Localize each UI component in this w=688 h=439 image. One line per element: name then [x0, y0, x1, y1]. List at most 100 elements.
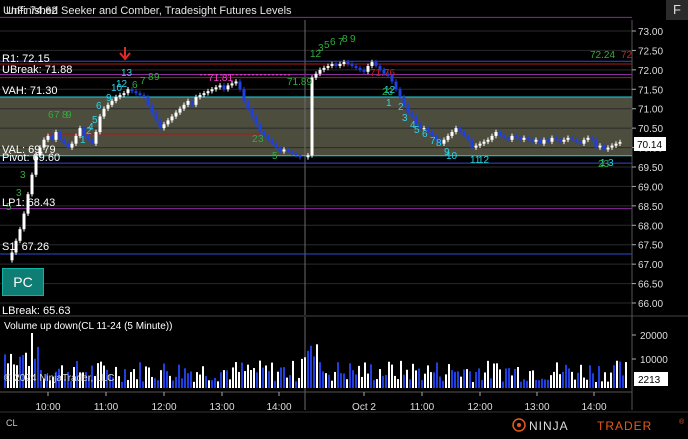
- volume-bar: [46, 374, 48, 388]
- sequence-number-green: 3: [318, 43, 324, 54]
- volume-bar: [70, 380, 72, 388]
- candle-body: [490, 135, 494, 140]
- volume-bar: [454, 371, 456, 388]
- sequence-number-green: 8: [342, 34, 348, 45]
- candle-body: [62, 139, 66, 144]
- candle-body: [378, 65, 382, 70]
- candle-body: [362, 69, 366, 72]
- time-tick-label: 14:00: [266, 402, 291, 413]
- sequence-number-cyan: 7: [430, 136, 436, 147]
- volume-bar: [376, 379, 378, 388]
- volume-bar: [499, 369, 501, 388]
- sequence-number-green: 5: [272, 151, 278, 162]
- volume-bar: [310, 345, 312, 388]
- candle-body: [590, 137, 594, 140]
- candle-body: [306, 155, 310, 158]
- volume-bar: [445, 374, 447, 388]
- volume-bar: [526, 380, 528, 388]
- sequence-number-green: 8: [148, 72, 154, 83]
- volume-bar: [142, 381, 144, 388]
- candle-body: [354, 65, 358, 68]
- volume-bar: [61, 365, 63, 388]
- volume-bar: [280, 367, 282, 388]
- volume-bar: [211, 380, 213, 388]
- corner-f-button[interactable]: F: [666, 0, 688, 20]
- volume-bar: [457, 371, 459, 388]
- sequence-number-green: 23: [598, 159, 610, 170]
- volume-bar: [238, 371, 240, 388]
- candle-body: [262, 132, 266, 136]
- sequence-number-cyan: 3: [402, 113, 408, 124]
- candle-body: [166, 120, 170, 125]
- volume-bar: [436, 362, 438, 388]
- time-tick-label: 11:00: [94, 402, 119, 413]
- ubreak-label: UBreak: 71.88: [2, 64, 72, 76]
- price-tick-label: 66.50: [638, 280, 663, 291]
- mid-level-label-1: 71.89: [287, 77, 312, 88]
- volume-bar: [139, 362, 141, 388]
- candle-body: [126, 89, 130, 94]
- volume-bar: [151, 376, 153, 388]
- candle-body: [98, 116, 102, 133]
- volume-bar: [319, 362, 321, 388]
- candle-body: [326, 65, 330, 68]
- volume-bar: [13, 364, 15, 388]
- volume-bar: [466, 369, 468, 388]
- volume-bar: [370, 364, 372, 388]
- candle-body: [46, 135, 50, 140]
- pc-button[interactable]: PC: [2, 268, 44, 296]
- candle-body: [454, 128, 458, 133]
- volume-bar: [394, 375, 396, 388]
- volume-bar: [463, 369, 465, 388]
- sequence-number-cyan: 9: [106, 93, 112, 104]
- sequence-number-cyan: 2: [86, 126, 92, 137]
- volume-bar: [169, 375, 171, 388]
- candles-layer: [10, 59, 622, 263]
- volume-bar: [616, 360, 618, 388]
- volume-bar: [601, 381, 603, 388]
- volume-bar: [157, 380, 159, 388]
- candle-body: [414, 116, 418, 125]
- sequence-number-green: 9: [350, 34, 356, 45]
- volume-bar: [184, 368, 186, 388]
- volume-bar: [181, 378, 183, 388]
- volume-bar: [202, 366, 204, 388]
- candle-body: [218, 85, 222, 88]
- candle-body: [570, 137, 574, 140]
- price-tick-label: 69.50: [638, 163, 663, 174]
- volume-bar: [67, 372, 69, 388]
- candle-body: [426, 128, 430, 133]
- sequence-number-cyan: 8: [436, 138, 442, 149]
- volume-bar: [388, 361, 390, 388]
- volume-bar: [379, 369, 381, 388]
- volume-bar: [580, 364, 582, 388]
- brand-trader-text: TRADER: [597, 419, 652, 433]
- volume-bar: [130, 371, 132, 388]
- r1-label: R1: 72.15: [2, 53, 50, 65]
- sequence-number-green: 6: [48, 110, 54, 121]
- volume-layer: [4, 333, 627, 388]
- volume-bar: [478, 368, 480, 388]
- volume-bar: [235, 362, 237, 388]
- volume-bar: [199, 374, 201, 388]
- candle-body: [210, 89, 214, 92]
- candle-body: [498, 132, 502, 136]
- volume-bar: [508, 368, 510, 388]
- volume-bar: [4, 354, 6, 388]
- sequence-number-green: 2: [252, 134, 258, 145]
- candle-body: [390, 75, 394, 82]
- sequence-number-green: 7: [140, 76, 146, 87]
- candle-body: [322, 67, 326, 70]
- volume-bar: [7, 363, 9, 388]
- candle-body: [338, 64, 342, 66]
- volume-bar: [79, 372, 81, 388]
- sequence-number-cyan: 13: [121, 68, 133, 79]
- sequence-number-cyan: 10: [446, 151, 458, 162]
- volume-bar: [439, 376, 441, 388]
- candle-body: [582, 139, 586, 144]
- sequence-number-green: 7: [338, 37, 344, 48]
- candle-body: [86, 135, 90, 140]
- candle-body: [578, 141, 582, 144]
- volume-bar: [523, 379, 525, 388]
- volume-bar: [109, 374, 111, 388]
